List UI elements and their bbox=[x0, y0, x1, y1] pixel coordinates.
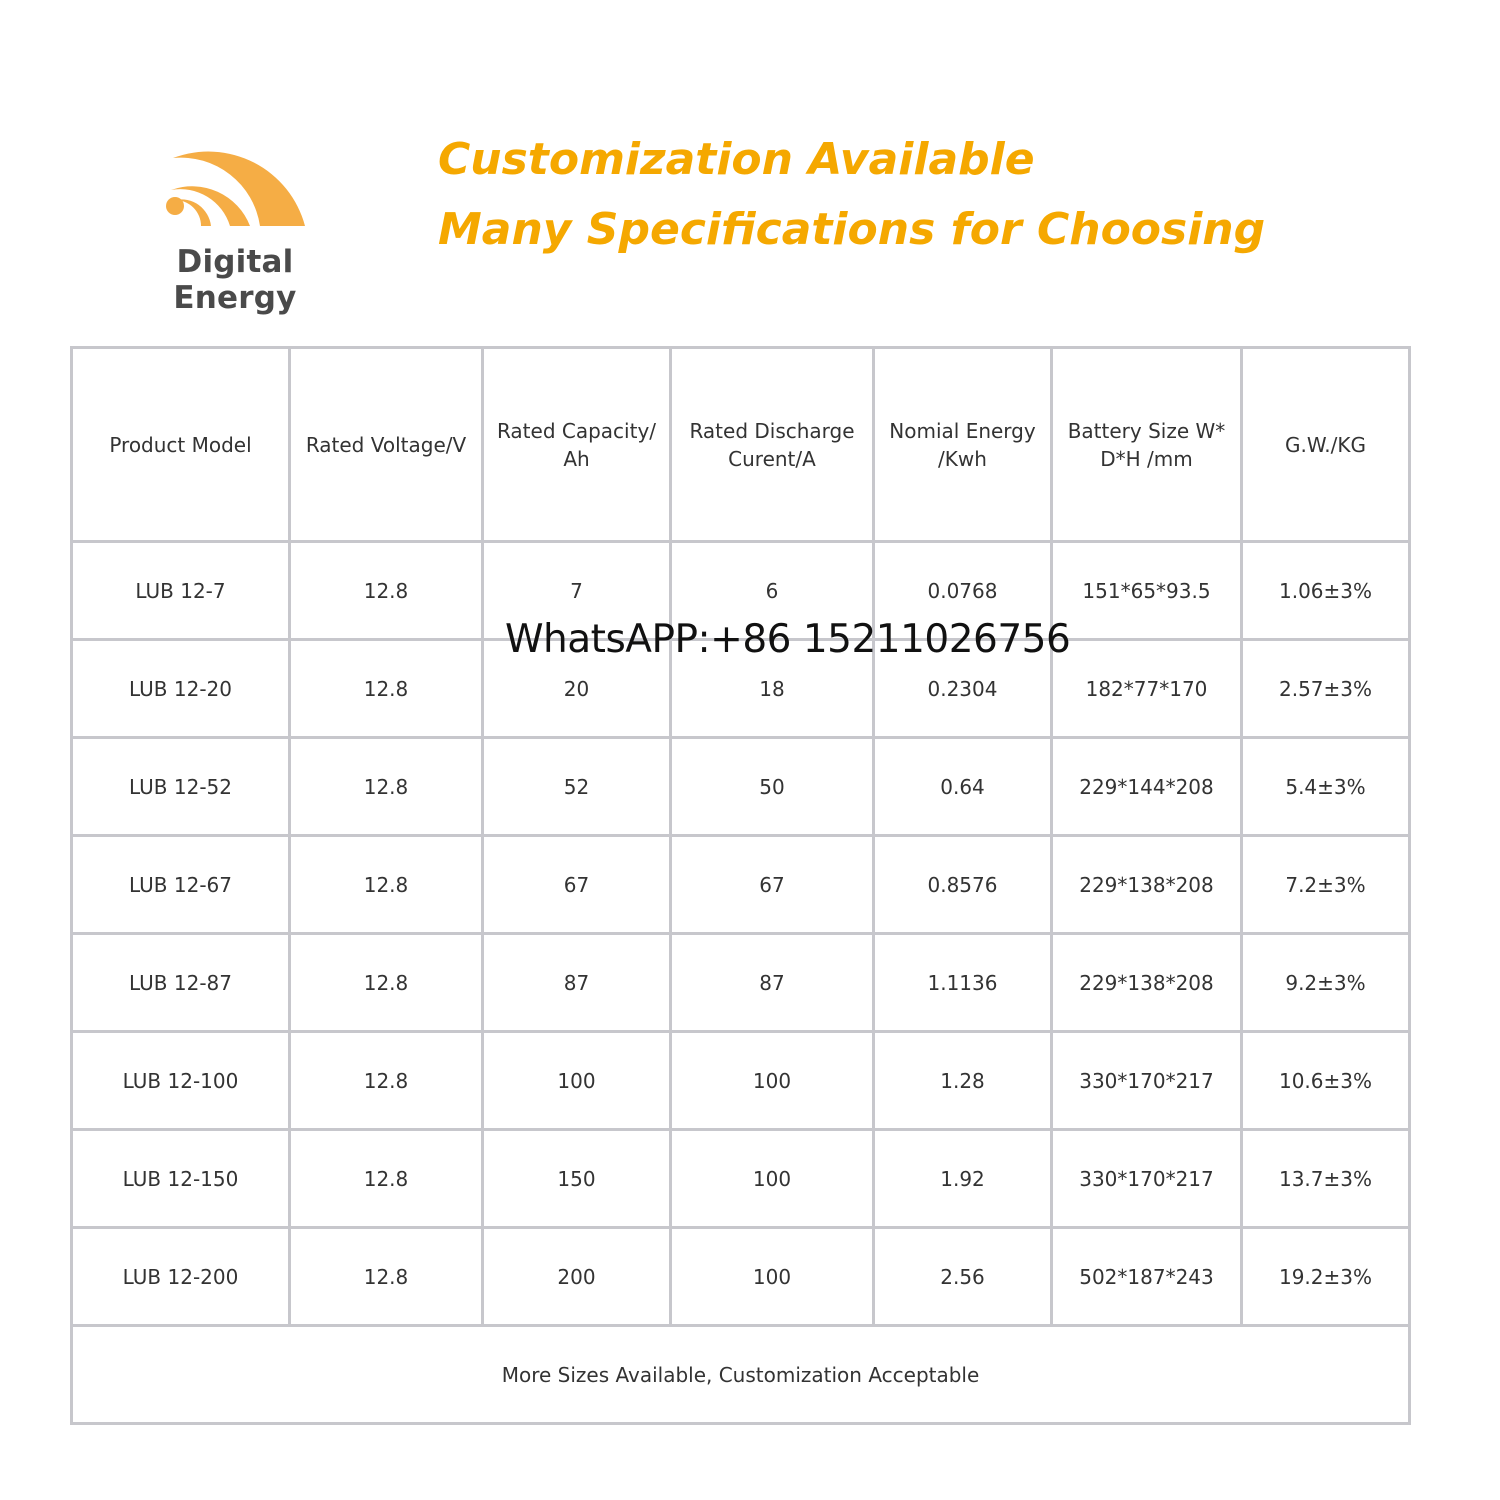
cell-size: 502*187*243 bbox=[1050, 1226, 1243, 1327]
cell-capacity: 150 bbox=[481, 1128, 672, 1229]
cell-energy: 1.1136 bbox=[872, 932, 1053, 1033]
header-rated-discharge-current: Rated Discharge Curent/A bbox=[669, 346, 875, 543]
cell-energy: 1.92 bbox=[872, 1128, 1053, 1229]
brand-name: Digital Energy bbox=[173, 244, 297, 316]
table-row: LUB 12-52 12.8 52 50 0.64 229*144*208 5.… bbox=[70, 736, 1411, 837]
cell-capacity: 7 bbox=[481, 540, 672, 641]
cell-capacity: 67 bbox=[481, 834, 672, 935]
cell-model: LUB 12-200 bbox=[70, 1226, 291, 1327]
cell-size: 151*65*93.5 bbox=[1050, 540, 1243, 641]
cell-energy: 1.28 bbox=[872, 1030, 1053, 1131]
header-product-model: Product Model bbox=[70, 346, 291, 543]
cell-energy: 2.56 bbox=[872, 1226, 1053, 1327]
cell-size: 182*77*170 bbox=[1050, 638, 1243, 739]
header-rated-capacity: Rated Capacity/ Ah bbox=[481, 346, 672, 543]
cell-energy: 0.8576 bbox=[872, 834, 1053, 935]
table-row: LUB 12-200 12.8 200 100 2.56 502*187*243… bbox=[70, 1226, 1411, 1327]
table-row: LUB 12-87 12.8 87 87 1.1136 229*138*208 … bbox=[70, 932, 1411, 1033]
cell-weight: 1.06±3% bbox=[1240, 540, 1411, 641]
cell-weight: 2.57±3% bbox=[1240, 638, 1411, 739]
header-battery-size: Battery Size W* D*H /mm bbox=[1050, 346, 1243, 543]
cell-discharge-current: 18 bbox=[669, 638, 875, 739]
cell-discharge-current: 100 bbox=[669, 1226, 875, 1327]
cell-energy: 0.0768 bbox=[872, 540, 1053, 641]
table-footer-row: More Sizes Available, Customization Acce… bbox=[70, 1324, 1411, 1425]
cell-discharge-current: 100 bbox=[669, 1030, 875, 1131]
brand-logo: Digital Energy bbox=[110, 108, 360, 316]
cell-voltage: 12.8 bbox=[288, 540, 484, 641]
cell-model: LUB 12-150 bbox=[70, 1128, 291, 1229]
cell-model: LUB 12-87 bbox=[70, 932, 291, 1033]
cell-capacity: 87 bbox=[481, 932, 672, 1033]
cell-weight: 5.4±3% bbox=[1240, 736, 1411, 837]
cell-weight: 19.2±3% bbox=[1240, 1226, 1411, 1327]
cell-voltage: 12.8 bbox=[288, 1030, 484, 1131]
cell-size: 330*170*217 bbox=[1050, 1030, 1243, 1131]
cell-size: 330*170*217 bbox=[1050, 1128, 1243, 1229]
cell-model: LUB 12-7 bbox=[70, 540, 291, 641]
cell-model: LUB 12-20 bbox=[70, 638, 291, 739]
header-gross-weight: G.W./KG bbox=[1240, 346, 1411, 543]
specification-table: Product Model Rated Voltage/V Rated Capa… bbox=[70, 346, 1411, 1425]
cell-weight: 10.6±3% bbox=[1240, 1030, 1411, 1131]
cell-discharge-current: 87 bbox=[669, 932, 875, 1033]
table-row: LUB 12-150 12.8 150 100 1.92 330*170*217… bbox=[70, 1128, 1411, 1229]
cell-capacity: 200 bbox=[481, 1226, 672, 1327]
table-header-row: Product Model Rated Voltage/V Rated Capa… bbox=[70, 346, 1411, 543]
headline-line-2: Many Specifications for Choosing bbox=[438, 204, 1266, 255]
cell-voltage: 12.8 bbox=[288, 736, 484, 837]
cell-energy: 0.2304 bbox=[872, 638, 1053, 739]
cell-discharge-current: 100 bbox=[669, 1128, 875, 1229]
header-nominal-energy: Nomial Energy /Kwh bbox=[872, 346, 1053, 543]
cell-capacity: 52 bbox=[481, 736, 672, 837]
table-row: LUB 12-67 12.8 67 67 0.8576 229*138*208 … bbox=[70, 834, 1411, 935]
cell-weight: 13.7±3% bbox=[1240, 1128, 1411, 1229]
header-rated-voltage: Rated Voltage/V bbox=[288, 346, 484, 543]
cell-energy: 0.64 bbox=[872, 736, 1053, 837]
cell-discharge-current: 50 bbox=[669, 736, 875, 837]
cell-weight: 7.2±3% bbox=[1240, 834, 1411, 935]
table-row: LUB 12-100 12.8 100 100 1.28 330*170*217… bbox=[70, 1030, 1411, 1131]
cell-model: LUB 12-52 bbox=[70, 736, 291, 837]
headline-line-1: Customization Available bbox=[438, 134, 1035, 185]
cell-size: 229*138*208 bbox=[1050, 834, 1243, 935]
cell-voltage: 12.8 bbox=[288, 1128, 484, 1229]
table-footer-note: More Sizes Available, Customization Acce… bbox=[70, 1324, 1411, 1425]
cell-model: LUB 12-100 bbox=[70, 1030, 291, 1131]
cell-size: 229*138*208 bbox=[1050, 932, 1243, 1033]
whatsapp-watermark: WhatsAPP:+86 15211026756 bbox=[505, 617, 1071, 662]
cell-capacity: 20 bbox=[481, 638, 672, 739]
cell-voltage: 12.8 bbox=[288, 932, 484, 1033]
cell-size: 229*144*208 bbox=[1050, 736, 1243, 837]
table-row: LUB 12-7 12.8 7 6 0.0768 151*65*93.5 1.0… bbox=[70, 540, 1411, 641]
cell-voltage: 12.8 bbox=[288, 638, 484, 739]
concentric-arcs-logo-icon bbox=[166, 151, 305, 226]
cell-discharge-current: 6 bbox=[669, 540, 875, 641]
cell-discharge-current: 67 bbox=[669, 834, 875, 935]
cell-model: LUB 12-67 bbox=[70, 834, 291, 935]
cell-voltage: 12.8 bbox=[288, 1226, 484, 1327]
table-row: LUB 12-20 12.8 20 18 0.2304 182*77*170 2… bbox=[70, 638, 1411, 739]
cell-voltage: 12.8 bbox=[288, 834, 484, 935]
cell-capacity: 100 bbox=[481, 1030, 672, 1131]
cell-weight: 9.2±3% bbox=[1240, 932, 1411, 1033]
